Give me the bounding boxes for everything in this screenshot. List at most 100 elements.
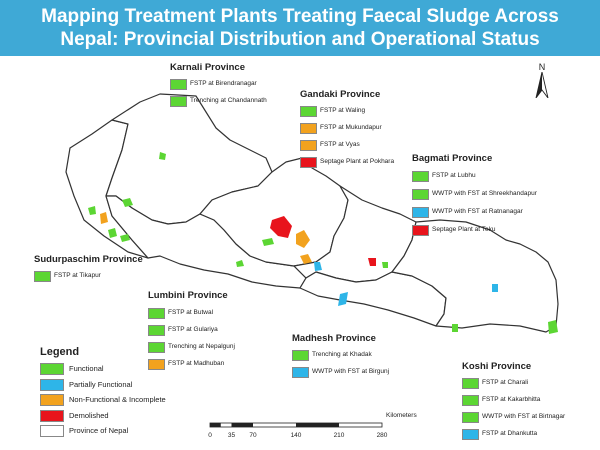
scale-tick: 70 [249,432,257,439]
status-swatch [292,350,309,361]
marker-nepalgunj [236,260,244,267]
status-swatch [292,367,309,378]
status-swatch [412,171,429,182]
nepal-province-map [65,93,559,334]
plant-label: WWTP with FST at Shreekhandapur [432,190,537,197]
plant-item-waling: FSTP at Waling [300,104,380,121]
north-label: N [538,62,546,72]
plant-label: FSTP at Mukundapur [320,124,382,131]
lumbini-panel: Lumbini Province FSTP at Butwal FSTP at … [148,290,235,374]
plant-item-lubhu: FSTP at Lubhu [412,169,492,187]
plant-label: FSTP at Waling [320,107,366,114]
karnali-panel: Karnali Province FSTP at Birendranagar T… [170,62,267,111]
marker-birendranagar [159,152,166,160]
legend-swatch [40,394,64,406]
madhesh-panel: Madhesh Province Trenching at Khadak WWT… [292,333,389,382]
legend-swatch [40,378,64,391]
plant-label: FSTP at Tikapur [54,272,101,279]
plant-item-birtnagar: WWTP with FST at Birtnagar [462,410,565,427]
scale-tick: 140 [290,432,302,439]
plant-label: FSTP at Butwal [168,309,214,316]
sudurpaschim-title: Sudurpaschim Province [34,254,143,265]
status-swatch [300,106,317,117]
legend-item-partially-functional: Partially Functional [40,378,132,394]
legend-item-functional: Functional [40,362,104,378]
scale-tick: 210 [333,432,345,439]
status-swatch [412,189,429,200]
legend-title: Legend [40,346,80,358]
marker-vyas [300,254,312,264]
scale-tick: 280 [376,432,388,439]
plant-item-khadak: Trenching at Khadak [292,348,376,365]
plant-item-vyas: FSTP at Vyas [300,138,380,155]
marker-charali [548,320,558,334]
north-arrow-icon [535,71,549,99]
plant-markers [88,152,558,334]
legend-label: Province of Nepal [69,426,129,435]
legend-label: Non-Functional & Incomplete [69,395,166,404]
scale-bar-graphic [209,422,383,428]
status-swatch [148,359,165,370]
plant-label: Trenching at Khadak [312,351,372,358]
scale-units: Kilometers [386,412,417,419]
plant-label: WWTP with FST at Ratnanagar [432,208,523,215]
status-swatch [300,123,317,134]
plant-label: FSTP at Madhuban [168,360,225,367]
plant-item-teku: Septage Plant at Teku [412,223,496,241]
plant-item-shreekhandapur: WWTP with FST at Shreekhandapur [412,187,537,205]
status-swatch [462,412,479,423]
plant-label: Septage Plant at Pokhara [320,158,395,165]
legend-swatch [40,425,64,437]
legend-item-non-functional: Non-Functional & Incomplete [40,393,166,409]
plant-label: Trenching at Chandannath [190,97,267,104]
legend-swatch [40,363,64,375]
status-swatch [300,157,317,168]
plant-label: FSTP at Lubhu [432,172,476,179]
status-swatch [462,378,479,389]
marker-birgunj [338,292,348,306]
gandaki-title: Gandaki Province [300,89,381,100]
gandaki-panel: Gandaki Province FSTP at Waling FSTP at … [300,89,394,172]
status-swatch [462,395,479,406]
plant-label: FSTP at Birendranagar [190,80,257,87]
karnali-title: Karnali Province [170,62,245,73]
status-swatch [34,271,51,282]
plant-item-birendranagar: FSTP at Birendranagar [170,77,257,94]
lumbini-title: Lumbini Province [148,290,228,301]
plant-label: FSTP at Charali [482,379,529,386]
legend-label: Functional [69,364,104,373]
koshi-title: Koshi Province [462,361,532,372]
marker-mukundapur [296,230,310,248]
plant-item-nepalgunj: Trenching at Nepalgunj [148,340,235,357]
marker-teku [368,258,376,266]
map-title-line-1: Mapping Treatment Plants Treating Faecal… [41,6,559,27]
plant-item-mukundapur: FSTP at Mukundapur [300,121,382,138]
marker-pokhara [270,216,292,238]
marker-sudurpaschim-orange [100,212,108,224]
marker-butwal [108,228,117,238]
marker-tikapur [88,206,96,215]
marker-ratnanagar [314,262,322,271]
bagmati-panel: Bagmati Province FSTP at Lubhu WWTP with… [412,153,537,241]
plant-label: WWTP with FST at Birgunj [312,368,390,375]
status-swatch [148,325,165,336]
plant-item-birgunj: WWTP with FST at Birgunj [292,365,389,382]
map-title-line-2: Nepal: Provincial Distribution and Opera… [60,29,540,50]
scale-tick: 0 [208,432,212,439]
plant-item-kakarbhitta: FSTP at Kakarbhitta [462,393,540,410]
status-swatch [170,79,187,90]
sudurpaschim-panel: Sudurpaschim Province FSTP at Tikapur [34,254,143,286]
plant-label: FSTP at Vyas [320,141,360,148]
madhesh-title: Madhesh Province [292,333,376,344]
plant-item-tikapur: FSTP at Tikapur [34,269,143,286]
plant-label: Trenching at Nepalgunj [168,343,235,350]
status-swatch [148,308,165,319]
plant-label: Septage Plant at Teku [432,226,496,233]
status-swatch [462,429,479,440]
marker-chandannath [122,198,133,207]
plant-label: FSTP at Dhankutta [482,430,538,437]
plant-item-charali: FSTP at Charali [462,376,531,393]
status-swatch [412,207,429,218]
marker-gulariya [120,234,130,242]
province-koshi-shape [391,219,559,333]
